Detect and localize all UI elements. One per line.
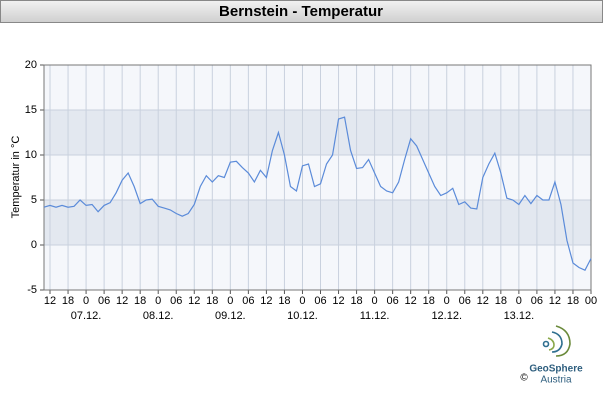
y-tick-label: 5 — [31, 194, 37, 206]
x-tick-label: 06 — [242, 295, 254, 307]
x-tick-label: 0 — [155, 295, 161, 307]
x-tick-label: 12 — [405, 295, 417, 307]
x-tick-label: 0 — [372, 295, 378, 307]
y-tick-label: -5 — [27, 284, 37, 296]
x-tick-label: 00 — [585, 295, 597, 307]
x-date-label: 08.12. — [143, 310, 174, 322]
x-tick-label: 12 — [332, 295, 344, 307]
x-date-label: 11.12. — [360, 310, 390, 322]
x-tick-label: 18 — [423, 295, 435, 307]
x-tick-label: 0 — [83, 295, 89, 307]
logo-sub: Austria — [540, 375, 572, 386]
x-tick-label: 12 — [116, 295, 128, 307]
y-tick-label: 0 — [31, 239, 37, 251]
x-tick-label: 12 — [44, 295, 56, 307]
temperature-line — [43, 116, 592, 271]
x-tick-label: 12 — [260, 295, 272, 307]
copyright: © — [520, 373, 528, 384]
band — [44, 110, 591, 155]
band — [44, 200, 591, 245]
x-tick-label: 12 — [477, 295, 489, 307]
x-date-label: 13.12. — [504, 310, 535, 322]
x-tick-label: 12 — [188, 295, 200, 307]
plot-frame — [43, 64, 592, 291]
x-date-label: 07.12. — [71, 310, 102, 322]
logo-name: GeoSphere — [529, 364, 583, 375]
logo-icon — [542, 325, 571, 357]
plot-background — [44, 65, 591, 290]
x-tick-label: 18 — [206, 295, 218, 307]
x-tick-label: 0 — [516, 295, 522, 307]
chart-title: Bernstein - Temperatur — [219, 3, 383, 20]
plot-area: 12 18 0 06 12 18 0 06 12 18 0 06 12 18 0 06 12 18 0 06 12 18 0… — [25, 59, 597, 322]
x-tick-label: 06 — [314, 295, 326, 307]
y-axis-label: Temperatur in °C — [10, 136, 22, 219]
x-tick-label: 0 — [227, 295, 233, 307]
x-tick-label: 06 — [531, 295, 543, 307]
y-tick-label: 20 — [25, 59, 37, 71]
x-tick-label: 18 — [134, 295, 146, 307]
x-tick-label: 06 — [387, 295, 399, 307]
y-tick-label: 10 — [25, 149, 37, 161]
x-tick-label: 18 — [567, 295, 579, 307]
x-tick-label: 06 — [459, 295, 471, 307]
x-date-label: 12.12. — [431, 310, 462, 322]
x-tick-label: 12 — [549, 295, 561, 307]
x-tick-label: 18 — [278, 295, 290, 307]
x-date-label: 09.12. — [215, 310, 246, 322]
y-tick-label: 15 — [25, 104, 37, 116]
x-tick-label: 06 — [98, 295, 110, 307]
x-tick-label: 0 — [299, 295, 305, 307]
x-tick-label: 18 — [62, 295, 74, 307]
x-tick-label: 18 — [350, 295, 362, 307]
x-tick-label: 0 — [444, 295, 450, 307]
x-tick-label: 06 — [170, 295, 182, 307]
x-tick-label: 18 — [495, 295, 507, 307]
x-date-label: 10.12. — [287, 310, 318, 322]
